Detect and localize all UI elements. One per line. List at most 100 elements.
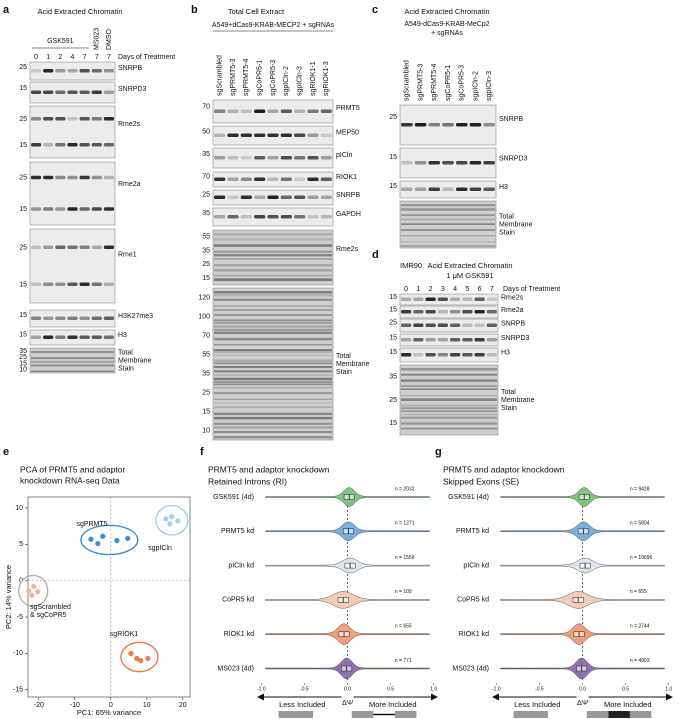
blot-label: Rme1: [118, 252, 137, 259]
arrow-head: [431, 693, 438, 701]
lane-label: sgCoPR5-3: [270, 60, 277, 96]
band: [91, 175, 102, 180]
marker-label: 35: [202, 370, 210, 377]
band: [214, 156, 226, 160]
band: [67, 282, 78, 286]
stain-band: [401, 416, 497, 419]
legend-block: [278, 711, 314, 718]
band: [30, 143, 42, 147]
arrow-head: [257, 693, 264, 701]
x-tick-label: 10: [143, 702, 151, 709]
blot-label: Rme2s: [336, 246, 359, 253]
point: [167, 521, 173, 527]
band: [294, 156, 306, 160]
band: [227, 133, 239, 137]
stain-band: [214, 422, 332, 425]
stain-band: [214, 258, 332, 260]
lane-label: sgpICln-2: [472, 71, 479, 101]
band: [55, 335, 66, 339]
point: [29, 592, 35, 598]
panel-label: f: [200, 446, 204, 458]
x-tick-label: 1.0: [430, 686, 437, 692]
n-label: n = 5804: [630, 521, 650, 527]
band: [103, 143, 115, 147]
band: [30, 282, 42, 286]
stain-band: [214, 238, 332, 241]
band: [103, 69, 115, 73]
band: [307, 109, 319, 113]
n-label: n = 771: [395, 658, 412, 664]
stain-band: [401, 388, 497, 390]
lane-label: 1: [46, 54, 50, 61]
point: [35, 588, 41, 595]
band: [486, 338, 498, 342]
band: [91, 143, 102, 147]
band: [67, 90, 78, 94]
stain-band: [401, 373, 497, 376]
marker-label: 15: [19, 85, 27, 92]
point: [134, 655, 140, 662]
point: [31, 583, 37, 590]
lane-label: sgCoPR5-1: [257, 60, 264, 96]
x-axis-label: PC1: 65% variance: [77, 708, 141, 717]
marker-label: 120: [198, 294, 210, 301]
band: [254, 109, 266, 113]
band: [400, 323, 412, 327]
band: [294, 109, 306, 113]
band: [442, 161, 454, 165]
chart-title: PRMT5 and adaptor knockdown: [443, 464, 565, 474]
marker-label: 35: [389, 374, 397, 381]
band: [103, 175, 115, 180]
band: [103, 117, 115, 121]
stain-band: [214, 349, 332, 352]
blot-label: H3: [499, 184, 508, 191]
band: [320, 177, 332, 181]
band: [462, 323, 473, 327]
lane-label: 4: [453, 286, 457, 293]
blot-label: pICln: [336, 152, 352, 159]
band: [227, 177, 239, 181]
band: [267, 109, 279, 113]
x-tick-label: -1.0: [257, 686, 266, 692]
n-label: n = 9428: [630, 486, 650, 492]
blot-label: SNRPB: [336, 192, 360, 199]
band: [280, 215, 292, 219]
point: [145, 655, 151, 662]
band: [43, 117, 54, 121]
lane-label: sgPRMT5-4: [243, 59, 250, 96]
x-axis-label: ΔΨ: [342, 698, 353, 707]
lane-label: sgRIOK1-1: [310, 61, 317, 96]
band: [462, 338, 473, 342]
n-label: n = 2744: [630, 624, 650, 630]
band: [43, 316, 54, 320]
band: [55, 316, 66, 320]
blot-label: SNRPB: [118, 65, 142, 72]
point: [138, 658, 144, 664]
stain-band: [214, 254, 332, 257]
marker-label: 25: [19, 64, 27, 71]
x-tick-label: -20: [34, 702, 44, 709]
band: [79, 90, 90, 94]
blot-label: H3K27me3: [118, 313, 153, 320]
band: [280, 156, 292, 160]
band: [400, 353, 412, 357]
stain-band: [214, 406, 332, 408]
marker-label: 55: [202, 351, 210, 358]
stain-band: [214, 426, 332, 429]
blot-label: Rme2a: [118, 181, 141, 188]
band: [486, 323, 498, 327]
blot-label: SNRPD3: [118, 86, 147, 93]
chart-subtitle: Skipped Exons (SE): [443, 476, 519, 486]
band: [79, 282, 90, 286]
stain-band: [214, 359, 332, 363]
band: [474, 297, 485, 301]
band: [30, 90, 42, 94]
marker-label: 70: [202, 104, 210, 111]
category-label: GSK591 (4d): [213, 494, 254, 501]
band: [414, 123, 427, 127]
marker-label: 100: [198, 313, 210, 320]
band: [425, 297, 436, 301]
band: [486, 353, 498, 357]
band: [425, 338, 436, 342]
stain-band: [214, 325, 332, 328]
